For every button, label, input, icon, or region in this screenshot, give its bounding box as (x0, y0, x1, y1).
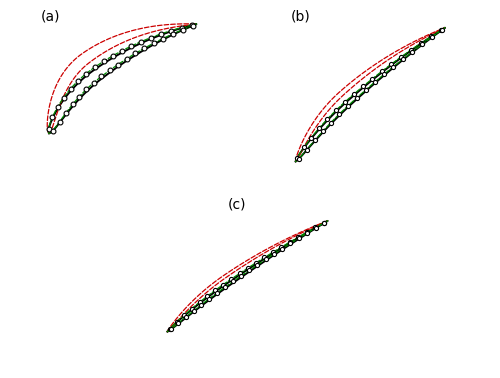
Text: (a): (a) (40, 9, 60, 23)
Text: (b): (b) (291, 9, 311, 23)
Text: (c): (c) (228, 197, 246, 211)
